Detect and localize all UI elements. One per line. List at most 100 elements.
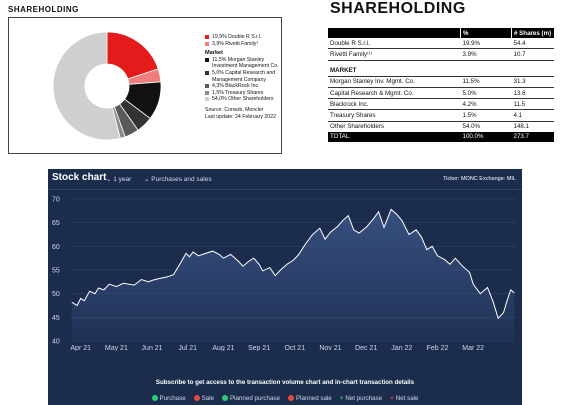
legend-item-net-purchase: + Net purchase: [340, 395, 382, 402]
row-shares: 148.1: [511, 120, 554, 132]
legend-swatch: [205, 90, 209, 95]
legend-market-heading: Market: [205, 50, 224, 57]
total-shares: 273.7: [511, 131, 554, 142]
legend-label: 4,3% BlackRock Inc.: [212, 83, 260, 90]
x-tick-label: Sep 21: [248, 345, 270, 351]
table-row: Rivetti Family⁽¹⁾ 3.9% 10.7: [328, 48, 554, 61]
header-name-cell: [328, 28, 461, 39]
x-tick-label: Nov 21: [319, 345, 341, 351]
price-line: [71, 208, 515, 320]
legend-item-capital-research: 5,0% Capital Research and Management Com…: [205, 70, 281, 83]
table-row: Capital Research & Mgmt. Co. 5.0% 13.6: [328, 86, 554, 99]
legend-label: 3,9% Rivetti Family¹: [212, 40, 259, 47]
y-tick-label: 45: [52, 315, 60, 322]
row-pct: 54.0%: [460, 120, 512, 132]
dot-icon: [222, 395, 229, 401]
x-tick-label: Jul 21: [178, 345, 197, 351]
shareholding-donut-chart: [52, 31, 162, 141]
purchases-sales-dropdown[interactable]: ⌄ Purchases and sales: [144, 175, 212, 183]
donut-legend: 19,9% Double R S.r.l. 3,9% Rivetti Famil…: [205, 34, 281, 120]
row-name: Treasury Shares: [328, 109, 461, 121]
legend-swatch: [205, 35, 209, 39]
row-name: Other Shareholders: [328, 120, 461, 132]
legend-label: Sale: [201, 395, 215, 402]
legend-label: 19,9% Double R S.r.l.: [212, 34, 262, 40]
shareholding-table: % # Shares (m) Double R S.r.l. 19.9% 54.…: [328, 28, 554, 142]
row-pct: 4.2%: [460, 98, 512, 110]
legend-item-double-r: 19,9% Double R S.r.l.: [205, 34, 281, 41]
legend-item-blackrock: 4,3% BlackRock Inc.: [205, 83, 281, 90]
legend-item-rivetti: 3,9% Rivetti Family¹: [205, 41, 281, 48]
row-pct: 3.9%: [460, 48, 512, 61]
legend-label: Planned purchase: [230, 395, 280, 402]
row-name: Blackrock Inc.: [328, 98, 461, 110]
legend-label: 1,5% Treasury Shares: [212, 89, 264, 96]
header-pct-cell: %: [460, 28, 512, 39]
legend-label: Planned sale: [295, 395, 332, 402]
row-shares: 4.1: [511, 109, 554, 121]
chevron-down-icon: ⌄: [106, 176, 112, 183]
legend-label: 11,5% Morgan Stanley Investment Manageme…: [212, 56, 279, 70]
donut-slice-6: [52, 31, 121, 141]
row-shares: 13.6: [511, 86, 554, 99]
legend-swatch: [205, 57, 209, 62]
dot-icon: [193, 395, 200, 401]
period-dropdown[interactable]: ⌄ 1 year: [106, 175, 131, 183]
table-total-row: TOTAL 100.0% 273.7: [328, 131, 554, 142]
source-note: Source: Consob, Moncler: [205, 106, 264, 113]
total-name: TOTAL: [328, 131, 461, 142]
y-tick-label: 40: [52, 339, 60, 346]
x-tick-label: Jan 22: [391, 345, 412, 351]
plus-icon: +: [339, 395, 344, 402]
x-tick-label: Aug 21: [212, 345, 234, 351]
transaction-legend: Purchase Sale Planned purchase Planned sale…: [48, 395, 522, 402]
legend-swatch: [205, 97, 209, 102]
row-name: Capital Research & Mgmt. Co.: [328, 86, 461, 99]
legend-swatch: [205, 84, 209, 89]
subscribe-message: Subscribe to get access to the transacti…: [155, 379, 415, 386]
legend-item-planned-purchase: Planned purchase: [222, 395, 280, 402]
row-shares: 11.5: [511, 98, 554, 110]
stock-chart-toolbar: Stock chart ⌄ 1 year ⌄ Purchases and sal…: [48, 169, 522, 190]
x-tick-label: Apr 21: [70, 345, 91, 351]
table-row: Other Shareholders 54.0% 148.1: [328, 120, 554, 132]
chevron-down-icon: ⌄: [144, 176, 150, 183]
legend-swatch: [205, 70, 209, 75]
table-row: Blackrock Inc. 4.2% 11.5: [328, 98, 554, 110]
x-tick-label: Feb 22: [427, 345, 449, 351]
legend-item-purchase: Purchase: [151, 395, 186, 402]
row-name: Morgan Stanley Inv. Mgmt. Co.: [328, 75, 461, 88]
stock-chart-title: Stock chart: [52, 172, 107, 183]
row-pct: 1.5%: [460, 109, 512, 121]
total-pct: 100.0%: [460, 131, 512, 142]
plus-icon: +: [390, 395, 394, 402]
table-market-section-row: MARKET: [328, 59, 554, 77]
market-section-label: MARKET: [328, 59, 554, 77]
legend-label: 54,0% Other Shareholders: [212, 96, 274, 103]
dot-icon: [287, 395, 294, 401]
table-header-row: % # Shares (m): [328, 28, 554, 39]
table-row: Morgan Stanley Inv. Mgmt. Co. 11.5% 31.3: [328, 75, 554, 88]
legend-item-treasury: 1,5% Treasury Shares: [205, 90, 281, 97]
row-name: Rivetti Family⁽¹⁾: [328, 48, 461, 61]
x-tick-label: Oct 21: [284, 345, 305, 351]
legend-item-planned-sale: Planned sale: [287, 395, 332, 402]
legend-item-sale: Sale: [193, 395, 215, 402]
legend-item-other: 54,0% Other Shareholders: [205, 96, 281, 103]
shareholding-title: SHAREHOLDING: [330, 0, 466, 17]
legend-label: Purchase: [159, 395, 186, 402]
shareholding-donut-panel: 19,9% Double R S.r.l. 3,9% Rivetti Famil…: [8, 17, 282, 154]
x-tick-label: Jun 21: [142, 345, 163, 351]
price-area-fill: [71, 209, 515, 341]
y-tick-label: 65: [52, 220, 60, 227]
row-shares: 31.3: [511, 75, 554, 88]
legend-label: 5,0% Capital Research and Management Com…: [212, 69, 276, 83]
legend-item-net-sale: + Net sale: [390, 395, 418, 402]
period-dropdown-label: 1 year: [113, 176, 132, 183]
row-pct: 11.5%: [460, 75, 512, 88]
stock-chart-widget: Stock chart ⌄ 1 year ⌄ Purchases and sal…: [48, 169, 522, 405]
y-tick-label: 60: [52, 244, 60, 251]
ticker-label: Ticker: MONC Exchange: MIL: [443, 176, 516, 182]
x-tick-label: Mar 22: [462, 345, 484, 351]
y-tick-label: 70: [52, 197, 60, 204]
